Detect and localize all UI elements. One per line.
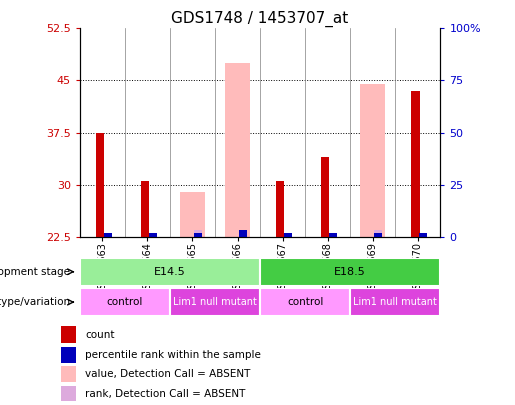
Bar <box>96 133 104 237</box>
Bar <box>61 386 76 403</box>
Text: E18.5: E18.5 <box>334 267 366 277</box>
Bar <box>170 288 260 316</box>
Bar <box>194 233 202 237</box>
Bar <box>225 63 250 237</box>
Bar <box>194 230 202 237</box>
Bar <box>276 181 284 237</box>
Text: rank, Detection Call = ABSENT: rank, Detection Call = ABSENT <box>85 390 246 399</box>
Bar <box>374 230 382 237</box>
Bar <box>61 347 76 363</box>
Bar <box>419 233 427 237</box>
Bar <box>239 230 247 237</box>
Bar <box>284 233 292 237</box>
Text: count: count <box>85 330 115 339</box>
Bar <box>61 326 76 343</box>
Bar <box>350 288 440 316</box>
Bar <box>61 366 76 382</box>
Text: value, Detection Call = ABSENT: value, Detection Call = ABSENT <box>85 369 251 379</box>
Text: development stage: development stage <box>0 267 70 277</box>
Text: Lim1 null mutant: Lim1 null mutant <box>173 297 257 307</box>
Bar <box>411 91 420 237</box>
Title: GDS1748 / 1453707_at: GDS1748 / 1453707_at <box>171 11 349 27</box>
Bar <box>80 258 260 286</box>
Bar <box>360 84 385 237</box>
Bar <box>374 233 382 237</box>
Text: control: control <box>287 297 323 307</box>
Bar <box>104 233 112 237</box>
Bar <box>149 233 157 237</box>
Bar <box>180 192 205 237</box>
Bar <box>239 230 247 237</box>
Text: E14.5: E14.5 <box>154 267 186 277</box>
Text: control: control <box>107 297 143 307</box>
Bar <box>321 157 330 237</box>
Text: Lim1 null mutant: Lim1 null mutant <box>353 297 437 307</box>
Text: genotype/variation: genotype/variation <box>0 297 70 307</box>
Bar <box>260 288 350 316</box>
Text: percentile rank within the sample: percentile rank within the sample <box>85 350 262 360</box>
Bar <box>329 233 337 237</box>
Bar <box>80 288 170 316</box>
Bar <box>141 181 149 237</box>
Bar <box>260 258 440 286</box>
